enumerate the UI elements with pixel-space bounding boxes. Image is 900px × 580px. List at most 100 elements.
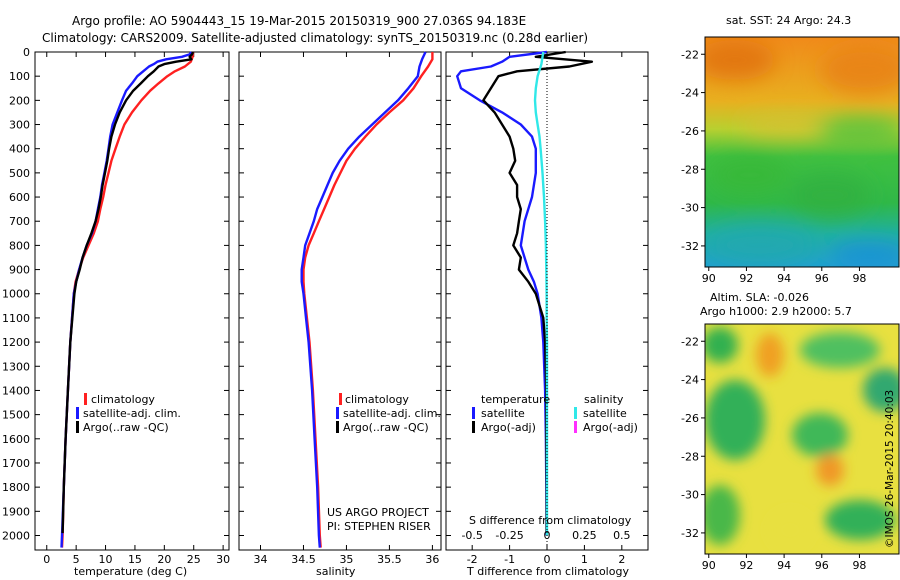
depth-tick-label: 1800 — [2, 481, 30, 494]
sla-map: Altim. SLA: -0.026 Argo h1000: 2.9 h2000… — [681, 291, 900, 572]
lon-tick-label: 98 — [852, 559, 866, 572]
x-tick-label: 10 — [99, 553, 113, 566]
temperature-legend: climatology satellite-adj. clim. Argo(..… — [76, 393, 181, 434]
series-line-climatology — [60, 51, 195, 548]
depth-tick-label: 1300 — [2, 360, 30, 373]
lon-tick-label: 90 — [702, 272, 716, 285]
series-line-satellite-adj-clim — [300, 51, 427, 548]
depth-tick-label: 1000 — [2, 288, 30, 301]
lon-tick-label: 98 — [852, 272, 866, 285]
salinity-axis-label: salinity — [316, 565, 356, 578]
legend-swatch-argo — [76, 421, 79, 433]
legend-title-salinity: salinity — [584, 393, 624, 406]
lon-tick-label: 96 — [815, 272, 829, 285]
legend-swatch-sal-argo — [574, 421, 577, 433]
x-tick-label: 36 — [425, 553, 439, 566]
lat-tick-label: -26 — [681, 412, 699, 425]
depth-tick-label: 1600 — [2, 433, 30, 446]
depth-tick-label: 1400 — [2, 384, 30, 397]
series-line-satellite — [533, 51, 549, 536]
x-tick-label: -2 — [467, 553, 478, 566]
legend-label-temp-argo: Argo(-adj) — [481, 421, 536, 434]
salinity-plot: 34 34.5 35 35.5 36 — [253, 51, 439, 566]
lat-tick-label: -30 — [681, 202, 699, 215]
x-tick-label: 2 — [618, 553, 625, 566]
x-tick-label: 34.5 — [291, 553, 316, 566]
lon-tick-label: 90 — [702, 559, 716, 572]
difference-legend: temperature salinity satellite Argo(-adj… — [472, 393, 638, 434]
legend-swatch-climatology — [339, 393, 342, 405]
depth-tick-label: 1500 — [2, 409, 30, 422]
series-line-argo-adj — [482, 50, 594, 534]
x-tick-label: 30 — [216, 553, 230, 566]
lat-tick-label: -26 — [681, 125, 699, 138]
x-tick-label: -1 — [504, 553, 515, 566]
depth-tick-label: 100 — [9, 70, 30, 83]
legend-label-argo: Argo(..raw -QC) — [343, 421, 429, 434]
depth-tick-label: 800 — [9, 239, 30, 252]
lon-tick-label: 92 — [739, 272, 753, 285]
sla-map-frame — [704, 323, 900, 555]
x-tick-label: 35.5 — [377, 553, 402, 566]
depth-tick-label: 0 — [23, 46, 30, 59]
legend-swatch-sal-satellite — [574, 407, 577, 419]
x-tick-label: 0 — [544, 553, 551, 566]
series-line-argo-raw-qc — [61, 51, 195, 534]
legend-swatch-climatology — [84, 393, 87, 405]
lat-tick-label: -30 — [681, 489, 699, 502]
project-name: US ARGO PROJECT — [327, 506, 429, 519]
s-diff-tick-label: -0.25 — [495, 529, 523, 542]
depth-tick-label: 400 — [9, 143, 30, 156]
depth-tick-label: 700 — [9, 215, 30, 228]
temperature-plot: 0 5 10 15 20 25 30 — [43, 51, 230, 566]
legend-label-sal-satellite: satellite — [583, 407, 627, 420]
depth-axis: 0 100 200 300 400 500 600 700 800 900 1000 1100 1200… — [2, 46, 648, 542]
legend-swatch-satellite — [336, 407, 339, 419]
x-tick-label: 0 — [43, 553, 50, 566]
x-tick-label: 34 — [253, 553, 267, 566]
depth-tick-label: 1100 — [2, 312, 30, 325]
legend-label-satellite: satellite-adj. clim. — [83, 407, 181, 420]
depth-tick-label: 2000 — [2, 529, 30, 542]
salinity-legend: climatology satellite-adj. clim. Argo(..… — [336, 393, 441, 434]
series-line-satellite — [456, 50, 548, 536]
lon-tick-label: 92 — [739, 559, 753, 572]
s-diff-tick-label: -0.5 — [461, 529, 482, 542]
lat-tick-label: -22 — [681, 335, 699, 348]
depth-tick-label: 1900 — [2, 505, 30, 518]
depth-tick-label: 500 — [9, 167, 30, 180]
lat-tick-label: -28 — [681, 450, 699, 463]
figure-title-line1: Argo profile: AO 5904443_15 19-Mar-2015 … — [72, 14, 526, 28]
depth-tick-label: 300 — [9, 119, 30, 132]
lat-tick-label: -32 — [681, 527, 699, 540]
depth-tick-label: 600 — [9, 191, 30, 204]
sst-map-title: sat. SST: 24 Argo: 24.3 — [726, 14, 851, 27]
principal-investigator: PI: STEPHEN RISER — [327, 520, 431, 533]
depth-tick-label: 1200 — [2, 336, 30, 349]
legend-label-sal-argo: Argo(-adj) — [583, 421, 638, 434]
sst-map: sat. SST: 24 Argo: 24.3 90 92 94 96 98 -22 -24… — [681, 14, 900, 285]
legend-label-argo: Argo(..raw -QC) — [83, 421, 169, 434]
legend-title-temperature: temperature — [481, 393, 550, 406]
s-diff-tick-label: 0.5 — [613, 529, 631, 542]
depth-tick-label: 200 — [9, 94, 30, 107]
legend-label-climatology: climatology — [91, 393, 155, 406]
depth-tick-label: 900 — [9, 264, 30, 277]
lat-tick-label: -24 — [681, 87, 699, 100]
x-tick-label: 5 — [73, 553, 80, 566]
series-line-satellite-adj-clim — [60, 51, 193, 548]
salinity-plot-frame — [238, 51, 442, 551]
legend-label-temp-satellite: satellite — [481, 407, 525, 420]
x-tick-label: 15 — [128, 553, 142, 566]
lat-tick-label: -24 — [681, 374, 699, 387]
temperature-axis-label: temperature (deg C) — [74, 565, 187, 578]
sla-map-title-line1: Altim. SLA: -0.026 — [710, 291, 809, 304]
sla-map-title-line2: Argo h1000: 2.9 h2000: 5.7 — [700, 305, 852, 318]
legend-swatch-temp-argo — [472, 421, 475, 433]
x-tick-label: 25 — [187, 553, 201, 566]
imos-timestamp: ©IMOS 26-Mar-2015 20:40:03 — [884, 390, 896, 548]
sst-map-axes: 90 92 94 96 98 -22 -24 -26 -28 -30 -32 — [681, 48, 866, 285]
s-diff-tick-label: 0.25 — [572, 529, 597, 542]
x-tick-label: 35 — [339, 553, 353, 566]
lat-tick-label: -28 — [681, 163, 699, 176]
